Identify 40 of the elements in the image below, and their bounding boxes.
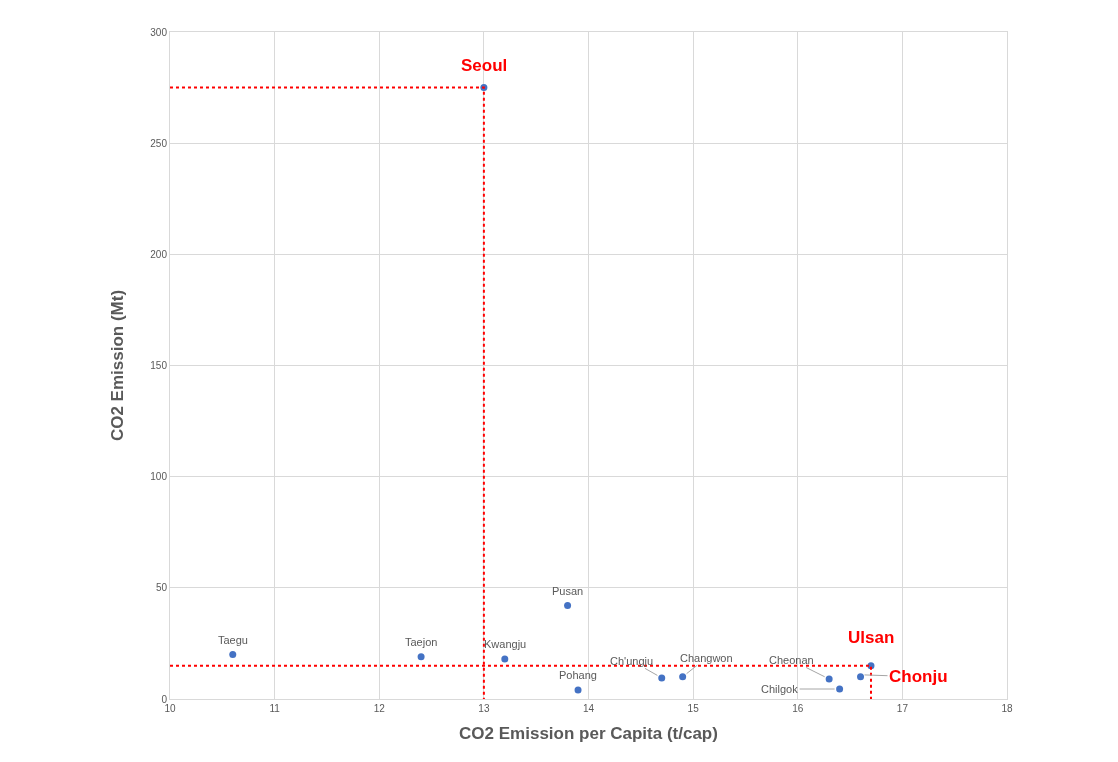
y-tick-label: 150 <box>150 360 168 371</box>
x-tick-label: 11 <box>269 703 281 714</box>
y-tick-label: 250 <box>150 137 168 149</box>
y-tick-label: 200 <box>150 248 168 260</box>
point <box>417 653 425 661</box>
x-tick-label: 12 <box>373 703 386 714</box>
point <box>658 674 666 682</box>
series-label: Chonju <box>889 667 948 686</box>
x-tick-label: 13 <box>478 703 490 714</box>
point <box>857 673 865 681</box>
annotation: Chilgok <box>761 683 799 695</box>
y-tick-label: 100 <box>150 471 168 483</box>
series-label: Ulsan <box>848 628 895 647</box>
y-tick-label: 50 <box>155 582 168 594</box>
x-axis-title: CO2 Emission per Capita (t/cap) <box>459 724 718 744</box>
x-tick-label: 14 <box>582 703 595 714</box>
x-tick-label: 18 <box>1001 703 1013 714</box>
y-tick-label: 300 <box>150 26 168 38</box>
point <box>574 686 582 694</box>
point <box>501 655 509 663</box>
x-tick-label: 16 <box>792 703 804 714</box>
annotation: Taejon <box>405 636 438 648</box>
annotation: Ch'ungju <box>610 655 654 667</box>
annotation: Changwon <box>680 652 733 664</box>
annotation: Cheonan <box>769 654 814 666</box>
point <box>679 673 687 681</box>
x-tick-label: 15 <box>687 703 700 714</box>
series-label: Seoul <box>461 56 508 75</box>
x-tick-label: 10 <box>164 703 176 714</box>
point <box>825 675 833 683</box>
annotation: Taegu <box>218 634 248 646</box>
annotation: Kwangju <box>484 638 527 650</box>
x-tick-label: 17 <box>896 703 909 714</box>
point <box>229 651 237 659</box>
point <box>564 602 572 610</box>
y-tick-label: 0 <box>161 693 168 705</box>
annotation: Pohang <box>559 669 597 681</box>
point <box>836 685 844 693</box>
annotation: Pusan <box>552 585 584 597</box>
y-axis-title: CO2 Emission (Mt) <box>107 289 127 442</box>
